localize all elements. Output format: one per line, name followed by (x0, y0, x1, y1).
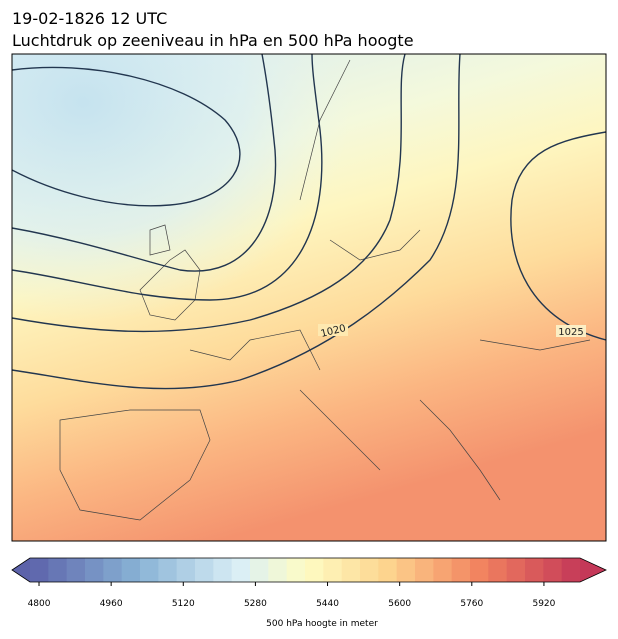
colorbar-tick-label: 5760 (460, 599, 483, 609)
colorbar-segment (286, 558, 306, 582)
isobar (12, 54, 277, 272)
colorbar-segment (121, 558, 141, 582)
colorbar-segment (66, 558, 86, 582)
colorbar-segment (451, 558, 471, 582)
colorbar-segment (213, 558, 233, 582)
coastline (59, 59, 591, 521)
isobar (12, 54, 323, 301)
colorbar-tick-label: 5920 (532, 599, 555, 609)
colorbar-tick-label: 5440 (316, 599, 339, 609)
colorbar-tick-label: 4960 (100, 599, 123, 609)
colorbar-segment (176, 558, 196, 582)
colorbar-segment (561, 558, 581, 582)
colorbar-segment (488, 558, 508, 582)
colorbar-segment (250, 558, 269, 582)
colorbar-segment (195, 558, 214, 582)
colorbar-segment (140, 558, 159, 582)
colorbar-extend (12, 558, 30, 582)
colorbar-tick-label: 5120 (172, 599, 195, 609)
colorbar-segment (231, 558, 251, 582)
colorbar-segment (323, 558, 343, 582)
isobar (510, 131, 606, 341)
title: Luchtdruk op zeeniveau in hPa en 500 hPa… (12, 31, 414, 50)
isobar (12, 66, 241, 207)
colorbar-segment (525, 558, 544, 582)
date: 19-02-1826 12 UTC (12, 9, 167, 28)
colorbar-segment (85, 558, 104, 582)
colorbar-segment (48, 558, 68, 582)
colorbar-extend (580, 558, 606, 582)
colorbar-segment (506, 558, 526, 582)
colorbar-segment (378, 558, 398, 582)
map (12, 54, 606, 541)
colorbar-segment (30, 558, 49, 582)
colorbar-outline (11, 557, 607, 583)
colorbar-segment (103, 558, 123, 582)
colorbar-segment (341, 558, 361, 582)
colorbar-segment (470, 558, 489, 582)
colorbar-segment (305, 558, 324, 582)
label-bg (556, 325, 586, 337)
colorbar-segment (415, 558, 434, 582)
colorbar-segment (158, 558, 178, 582)
colorbar-tick-label: 5600 (388, 599, 411, 609)
colorbar-segment (543, 558, 563, 582)
colorbar-tick-label: 4800 (28, 599, 51, 609)
contour-label: 1025 (558, 327, 583, 338)
colorbar-tick-label: 5280 (244, 599, 267, 609)
isobar (12, 54, 406, 333)
colorbar-segment (396, 558, 416, 582)
colorbar-segment (268, 558, 288, 582)
colorbar-segment (433, 558, 453, 582)
colorbar-label: 500 hPa hoogte in meter (266, 619, 378, 629)
label-bg (318, 324, 348, 336)
colorbar-segment (360, 558, 379, 582)
map-frame (11, 53, 607, 542)
